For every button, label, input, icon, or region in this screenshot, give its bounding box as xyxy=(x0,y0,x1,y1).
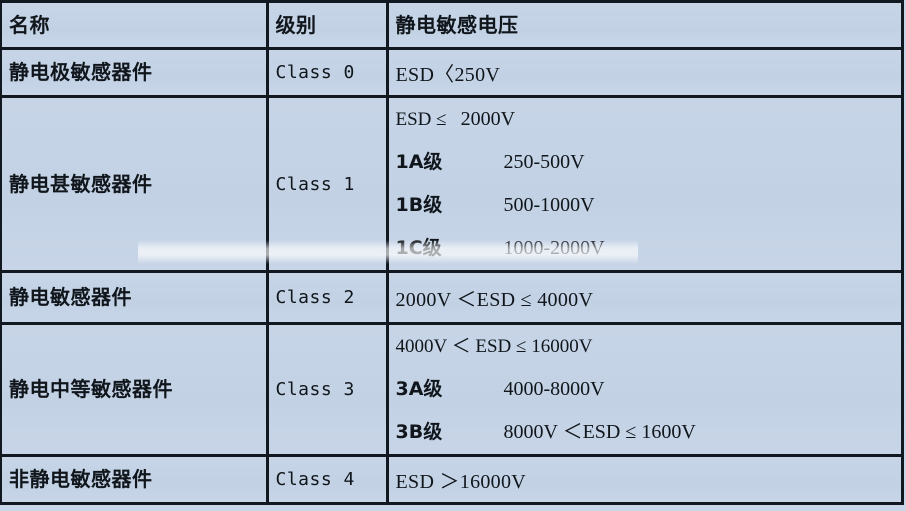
header-label-name: 名称 xyxy=(9,12,50,37)
header-cell-level: 级别 xyxy=(267,1,389,50)
cell-class-level: Class 4 xyxy=(267,455,389,504)
cell-esd-voltage: ESD ≤ 2000V 1A级 250-500V 1B级 500-1000V xyxy=(387,96,902,273)
voltage-line-label: ESD ≤ xyxy=(395,109,447,130)
header-cell-voltage: 静电敏感电压 xyxy=(387,1,902,50)
voltage-line: 3B级 8000V ＜ESD ≤ 1600V xyxy=(396,411,894,454)
class-level-label: Class 1 xyxy=(275,173,355,195)
table-header-row: 名称 级别 静电敏感电压 xyxy=(1,1,902,50)
voltage-line: 3A级 4000-8000V xyxy=(396,368,894,411)
voltage-range-label: ESD〈250V xyxy=(395,64,501,86)
device-name-label: 非静电敏感器件 xyxy=(9,467,153,491)
voltage-line: 1B级 500-1000V xyxy=(396,184,894,227)
cell-class-level: Class 0 xyxy=(267,48,389,98)
voltage-line-list: 4000V ＜ ESD ≤ 16000V 3A级 4000-8000V 3B级 … xyxy=(396,325,894,454)
table-row: 静电甚敏感器件 Class 1 ESD ≤ 2000V 1A级 250-500V xyxy=(1,96,902,273)
voltage-line-value: 500-1000V xyxy=(503,194,595,216)
class-level-label: Class 0 xyxy=(275,62,355,83)
class-level-label: Class 4 xyxy=(275,469,355,490)
class-level-label: Class 2 xyxy=(275,287,355,308)
cell-esd-voltage: ESD〈250V xyxy=(387,48,902,98)
device-name-label: 静电敏感器件 xyxy=(9,285,132,309)
cell-class-level: Class 3 xyxy=(267,323,389,457)
voltage-range-label: ESD ＞16000V xyxy=(395,471,527,493)
voltage-line-value: 2000V xyxy=(460,108,516,130)
table-row: 非静电敏感器件 Class 4 ESD ＞16000V xyxy=(1,455,902,504)
table-row: 静电中等敏感器件 Class 3 4000V ＜ ESD ≤ 16000V 3A… xyxy=(1,323,902,457)
voltage-line-label: 1B级 xyxy=(395,194,443,216)
cell-device-name: 非静电敏感器件 xyxy=(1,455,269,504)
class-level-label: Class 3 xyxy=(275,379,355,400)
voltage-line-value: 4000-8000V xyxy=(503,378,605,400)
header-label-voltage: 静电敏感电压 xyxy=(395,12,519,37)
header-cell-name: 名称 xyxy=(1,1,269,50)
cell-esd-voltage: ESD ＞16000V xyxy=(387,455,902,504)
voltage-line-label: 3B级 xyxy=(395,421,443,443)
cell-esd-voltage: 4000V ＜ ESD ≤ 16000V 3A级 4000-8000V 3B级 … xyxy=(387,323,902,457)
voltage-line-label: 1C级 xyxy=(395,237,442,259)
voltage-line: 1C级 1000-2000V xyxy=(396,227,894,270)
device-name-label: 静电甚敏感器件 xyxy=(9,171,153,196)
voltage-line-label: 3A级 xyxy=(395,378,443,400)
voltage-line-value: 1000-2000V xyxy=(503,237,605,259)
device-name-label: 静电中等敏感器件 xyxy=(9,377,173,401)
cell-device-name: 静电极敏感器件 xyxy=(1,48,269,98)
voltage-line-label: 4000V ＜ ESD ≤ 16000V xyxy=(395,336,593,357)
cell-class-level: Class 1 xyxy=(267,96,389,273)
voltage-line: 4000V ＜ ESD ≤ 16000V xyxy=(396,325,894,368)
voltage-line-list: ESD ≤ 2000V 1A级 250-500V 1B级 500-1000V xyxy=(396,98,894,270)
voltage-line-value: 8000V ＜ESD ≤ 1600V xyxy=(503,421,696,443)
voltage-line-label: 1A级 xyxy=(395,151,443,173)
voltage-line-value: 250-500V xyxy=(503,151,585,173)
header-label-level: 级别 xyxy=(275,12,317,37)
cell-esd-voltage: 2000V ＜ESD ≤ 4000V xyxy=(387,271,902,325)
cell-device-name: 静电甚敏感器件 xyxy=(1,96,269,273)
cell-device-name: 静电中等敏感器件 xyxy=(1,323,269,457)
table-row: 静电敏感器件 Class 2 2000V ＜ESD ≤ 4000V xyxy=(1,271,902,325)
voltage-line: 1A级 250-500V xyxy=(396,141,894,184)
cell-device-name: 静电敏感器件 xyxy=(1,271,269,325)
device-name-label: 静电极敏感器件 xyxy=(9,60,153,84)
voltage-line: ESD ≤ 2000V xyxy=(396,98,894,141)
cell-class-level: Class 2 xyxy=(267,271,389,325)
voltage-range-label: 2000V ＜ESD ≤ 4000V xyxy=(395,289,594,311)
table-row: 静电极敏感器件 Class 0 ESD〈250V xyxy=(1,48,902,98)
